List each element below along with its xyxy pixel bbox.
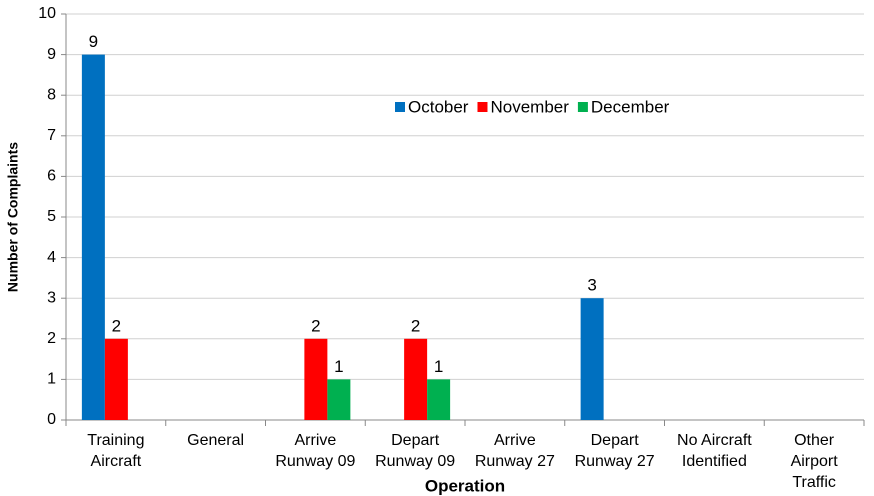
- y-tick-label: 4: [47, 249, 56, 266]
- x-tick-label: Arrive: [494, 432, 536, 449]
- x-tick-label: General: [187, 432, 244, 449]
- data-label: 2: [311, 316, 320, 335]
- data-label: 1: [434, 357, 443, 376]
- data-label: 9: [89, 32, 98, 51]
- x-tick-label: No Aircraft: [677, 432, 752, 449]
- x-tick-label: Traffic: [792, 474, 836, 491]
- x-tick-label: Runway 27: [475, 453, 555, 470]
- y-tick-label: 6: [47, 168, 56, 185]
- legend-label: December: [591, 97, 670, 116]
- x-tick-label: Depart: [591, 432, 640, 449]
- x-tick-label: Runway 09: [275, 453, 355, 470]
- data-label: 2: [112, 316, 121, 335]
- bar: [81, 54, 105, 420]
- x-tick-label: Arrive: [294, 432, 336, 449]
- bar: [580, 298, 604, 420]
- bar: [304, 338, 328, 420]
- bar: [104, 338, 128, 420]
- bar: [427, 379, 451, 420]
- y-tick-label: 10: [38, 5, 56, 22]
- y-axis-label: Number of Complaints: [5, 142, 21, 292]
- legend-label: November: [490, 97, 569, 116]
- x-tick-label: Airport: [791, 453, 839, 470]
- data-label: 1: [334, 357, 343, 376]
- y-tick-label: 5: [47, 208, 56, 225]
- x-tick-label: Training: [87, 432, 144, 449]
- legend-swatch: [577, 102, 588, 112]
- x-tick-label: Identified: [682, 453, 747, 470]
- bar: [404, 338, 428, 420]
- x-tick-label: Other: [794, 432, 835, 449]
- legend-swatch: [395, 102, 405, 112]
- x-axis-label: Operation: [425, 476, 505, 495]
- x-tick-label: Depart: [391, 432, 440, 449]
- x-tick-label: Runway 09: [375, 453, 455, 470]
- y-tick-label: 8: [47, 86, 56, 103]
- bar: [327, 379, 351, 420]
- y-tick-label: 9: [47, 46, 56, 63]
- y-tick-label: 3: [47, 289, 56, 306]
- data-label: 3: [587, 276, 596, 295]
- x-tick-label: Runway 27: [575, 453, 655, 470]
- data-label: 2: [411, 316, 420, 335]
- y-tick-label: 7: [47, 127, 56, 144]
- legend-swatch: [477, 102, 488, 112]
- y-tick-label: 2: [47, 330, 56, 347]
- legend-label: October: [408, 97, 469, 116]
- y-tick-label: 0: [47, 411, 56, 428]
- y-tick-label: 1: [47, 371, 56, 388]
- x-tick-label: Aircraft: [91, 453, 142, 470]
